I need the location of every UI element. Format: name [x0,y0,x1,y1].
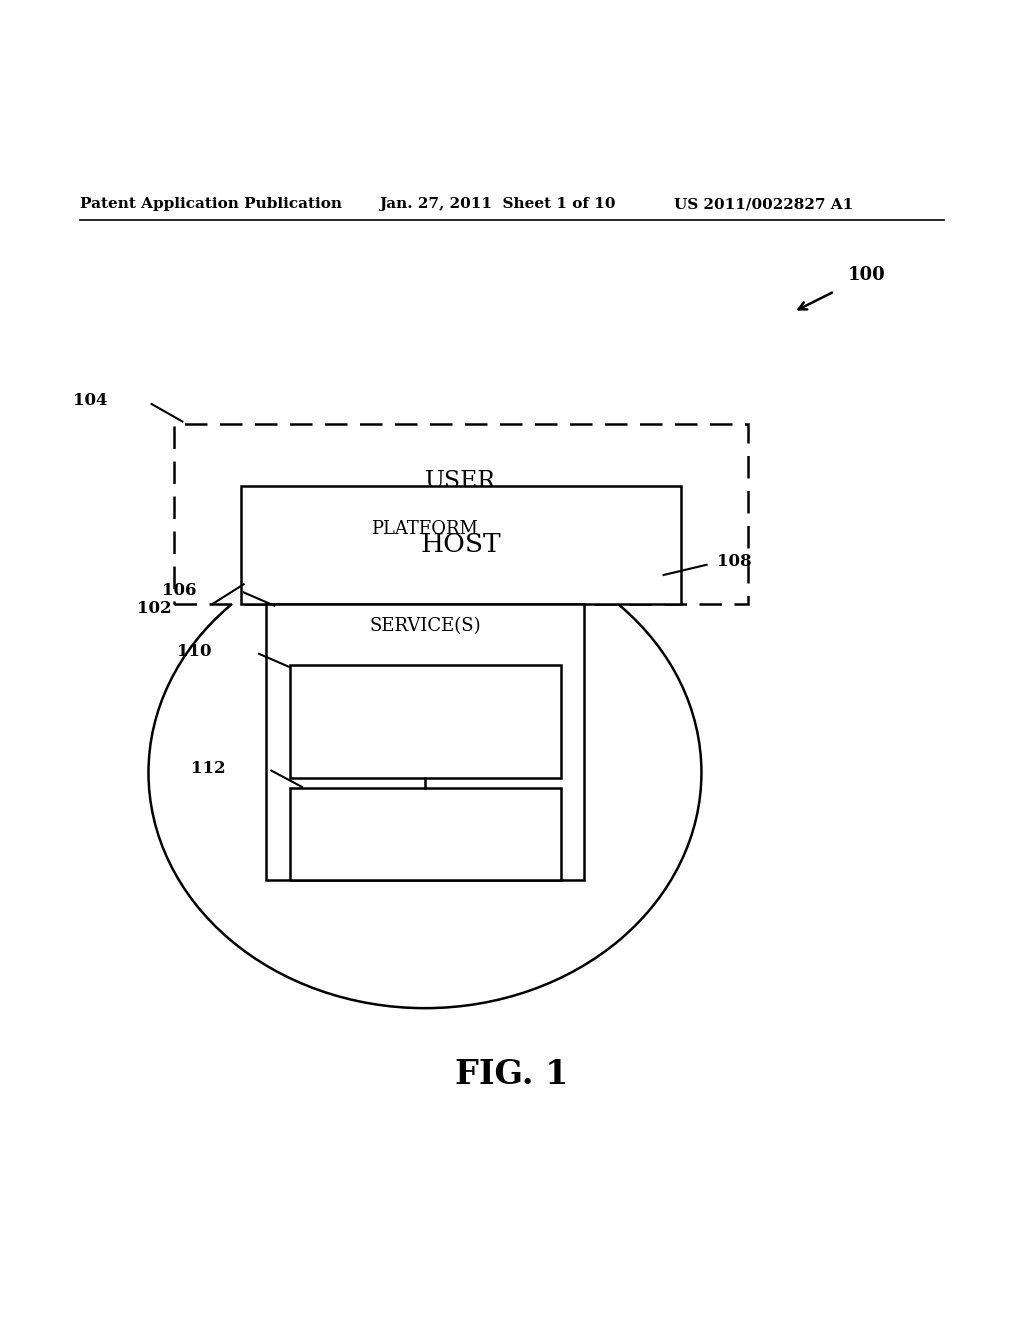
Text: Jan. 27, 2011  Sheet 1 of 10: Jan. 27, 2011 Sheet 1 of 10 [379,197,615,211]
Text: 108: 108 [717,553,752,570]
Text: 110: 110 [177,643,212,660]
Text: REUSABLE
DEFINITION(S): REUSABLE DEFINITION(S) [357,702,494,741]
FancyBboxPatch shape [266,603,584,880]
FancyBboxPatch shape [290,788,561,880]
Text: 104: 104 [73,392,108,409]
FancyBboxPatch shape [174,425,748,603]
Text: HOST: HOST [421,532,501,557]
Ellipse shape [148,537,701,1008]
FancyBboxPatch shape [290,665,561,777]
Text: 106: 106 [162,582,197,599]
Text: 102: 102 [137,601,172,618]
Text: Patent Application Publication: Patent Application Publication [80,197,342,211]
Text: SERVICE(S): SERVICE(S) [369,618,481,635]
Text: USER: USER [425,470,497,494]
Text: 100: 100 [848,267,886,284]
Text: 112: 112 [190,760,225,777]
Text: PLATFORM: PLATFORM [372,520,478,539]
FancyBboxPatch shape [241,486,681,603]
Text: FIG. 1: FIG. 1 [456,1059,568,1092]
Text: SPECIFICATION(S): SPECIFICATION(S) [342,825,509,842]
Text: US 2011/0022827 A1: US 2011/0022827 A1 [674,197,853,211]
